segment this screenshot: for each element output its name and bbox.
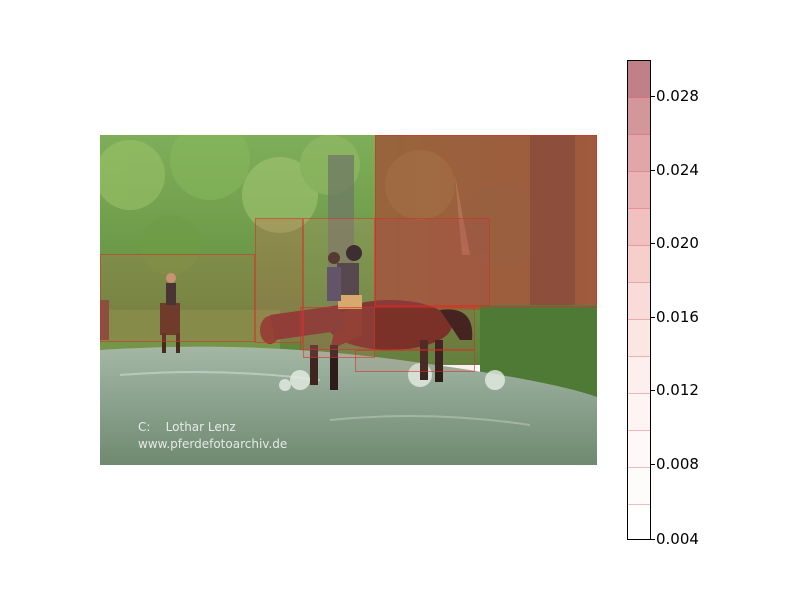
attention-region	[300, 307, 475, 350]
attention-region	[100, 254, 255, 342]
colorbar-tick	[651, 390, 655, 391]
attention-region	[355, 350, 475, 372]
watermark-credit: C: Lothar Lenz	[138, 420, 236, 434]
colorbar-tick	[651, 243, 655, 244]
colorbar-tick-label: 0.020	[656, 234, 699, 252]
colorbar-tick	[651, 539, 655, 540]
attention-region	[303, 218, 375, 358]
colorbar-tick-label: 0.028	[656, 87, 699, 105]
colorbar	[627, 60, 651, 540]
photo-panel: C: Lothar Lenz www.pferdefotoarchiv.de	[100, 135, 597, 465]
attention-region	[255, 218, 303, 343]
colorbar-tick-label: 0.016	[656, 308, 699, 326]
colorbar-tick	[651, 464, 655, 465]
colorbar-tick-label: 0.012	[656, 381, 699, 399]
colorbar-tick-label: 0.004	[656, 530, 699, 548]
colorbar-tick-label: 0.024	[656, 161, 699, 179]
attention-region	[375, 218, 490, 306]
colorbar-tick	[651, 170, 655, 171]
attention-region	[375, 135, 597, 307]
watermark-url: www.pferdefotoarchiv.de	[138, 437, 288, 451]
colorbar-tick-label: 0.008	[656, 455, 699, 473]
colorbar-tick	[651, 317, 655, 318]
colorbar-tick	[651, 96, 655, 97]
horse-river-photo	[100, 135, 597, 465]
